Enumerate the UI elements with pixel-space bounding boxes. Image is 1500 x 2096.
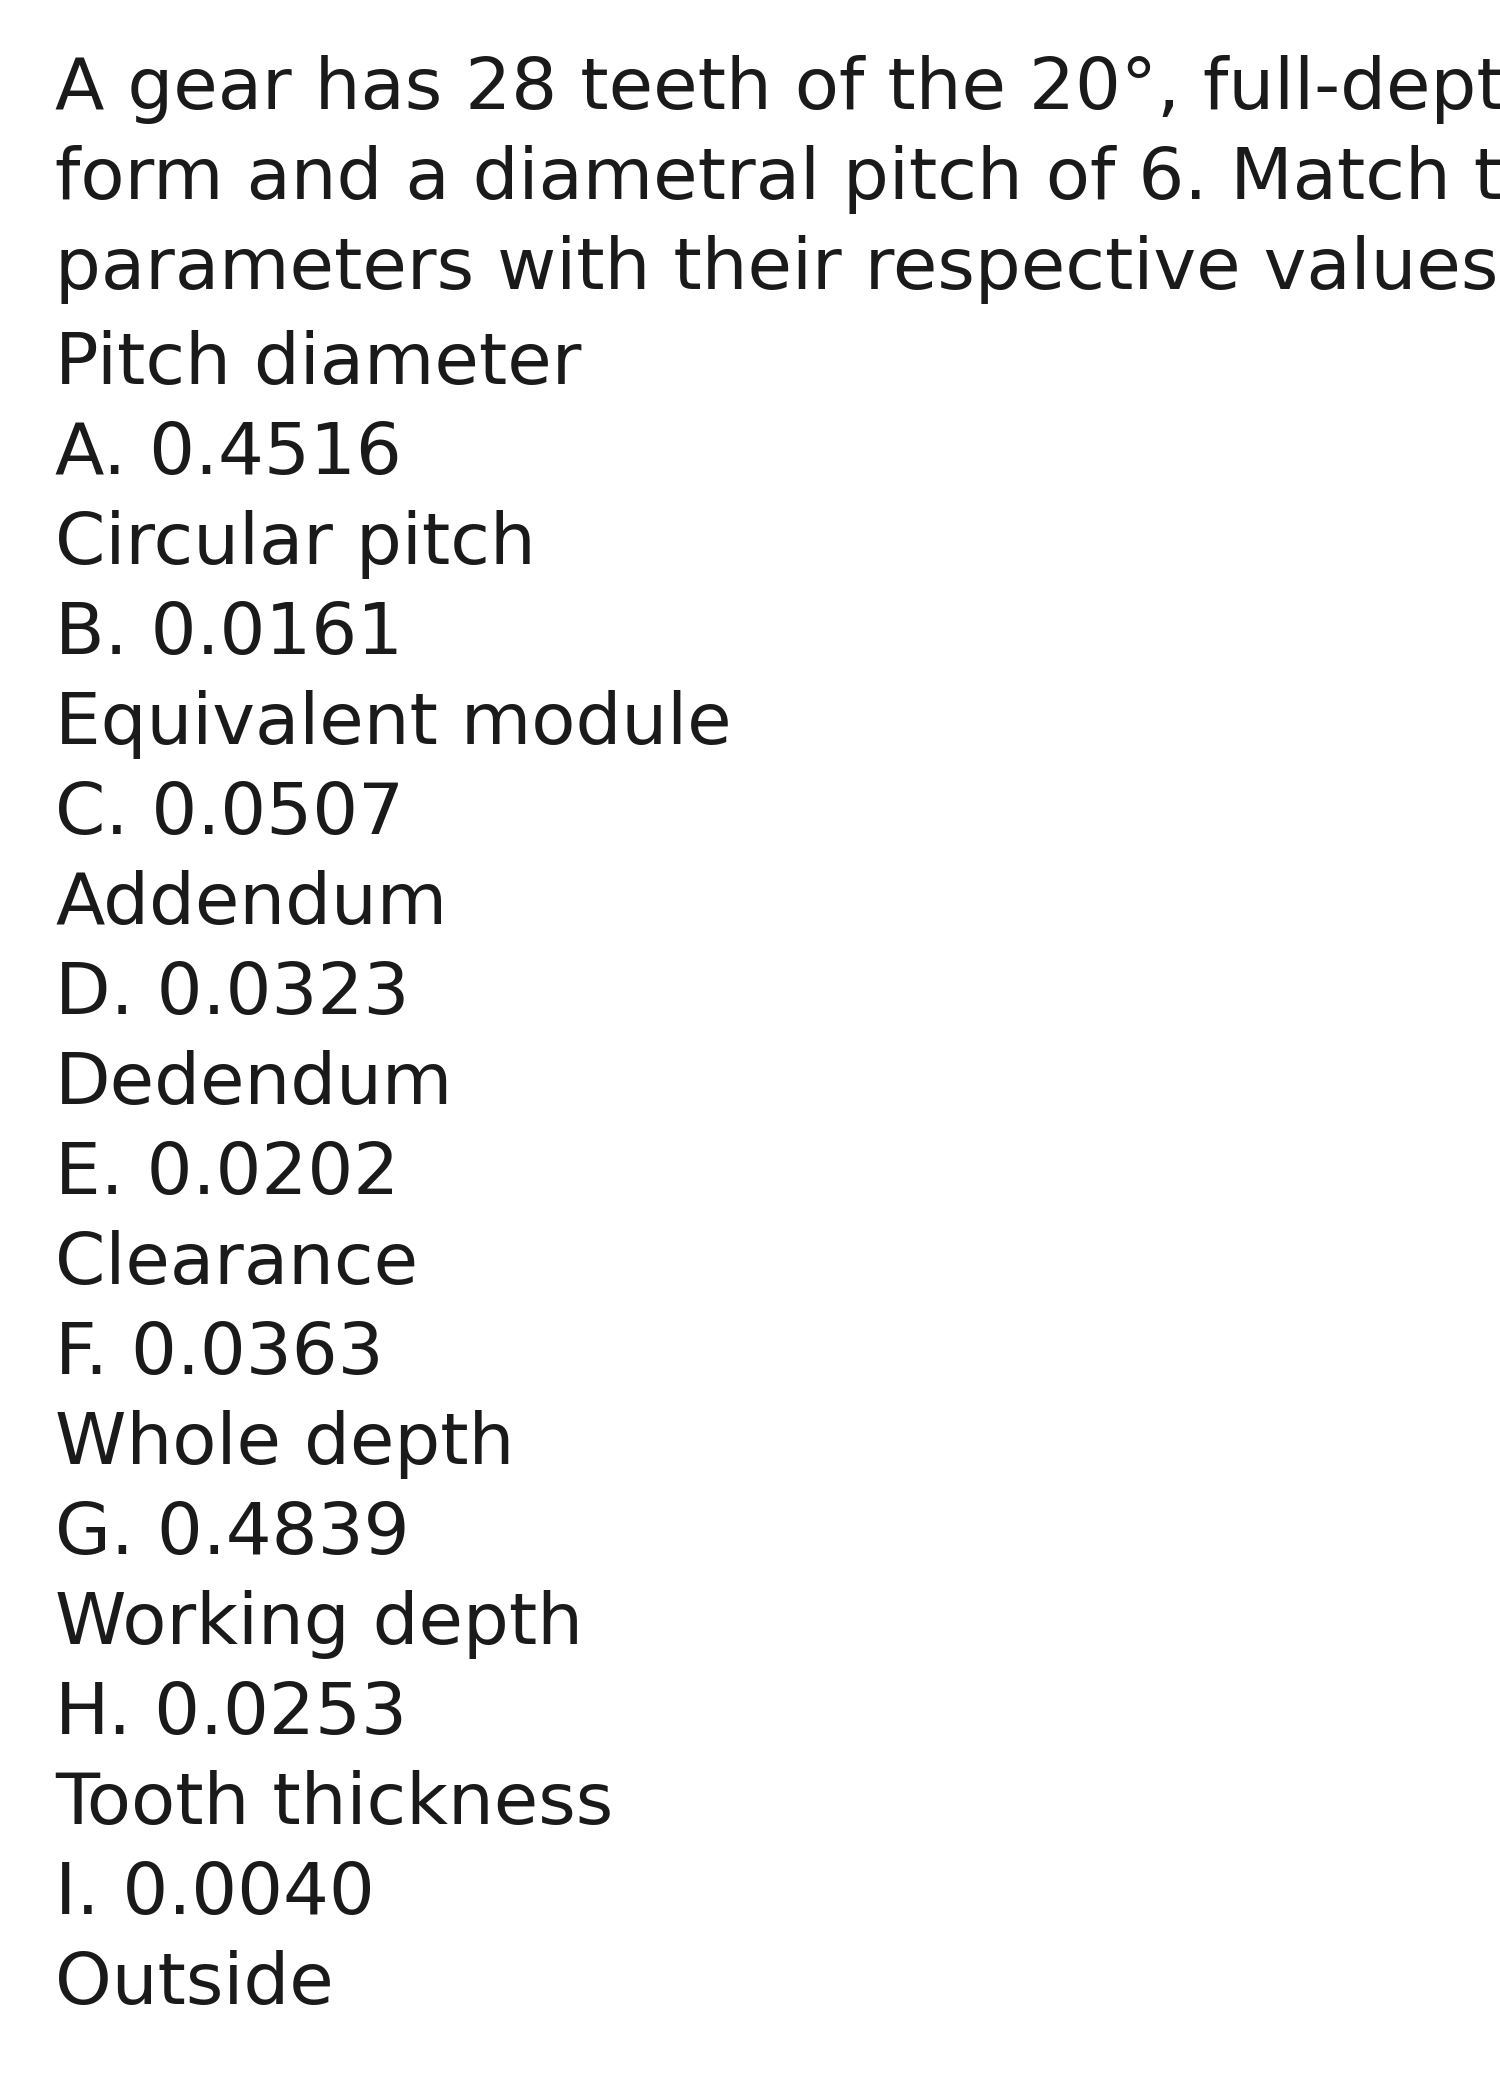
Text: E. 0.0202: E. 0.0202	[56, 1140, 399, 1209]
Text: H. 0.0253: H. 0.0253	[56, 1681, 406, 1748]
Text: Dedendum: Dedendum	[56, 1050, 453, 1119]
Text: Equivalent module: Equivalent module	[56, 690, 732, 759]
Text: Clearance: Clearance	[56, 1230, 419, 1300]
Text: Addendum: Addendum	[56, 870, 447, 939]
Text: G. 0.4839: G. 0.4839	[56, 1501, 410, 1570]
Text: D. 0.0323: D. 0.0323	[56, 960, 410, 1029]
Text: Working depth: Working depth	[56, 1591, 584, 1660]
Text: B. 0.0161: B. 0.0161	[56, 599, 404, 669]
Text: form and a diametral pitch of 6. Match the following: form and a diametral pitch of 6. Match t…	[56, 145, 1500, 214]
Text: I. 0.0040: I. 0.0040	[56, 1859, 375, 1928]
Text: C. 0.0507: C. 0.0507	[56, 780, 404, 849]
Text: F. 0.0363: F. 0.0363	[56, 1320, 384, 1390]
Text: A. 0.4516: A. 0.4516	[56, 419, 402, 488]
Text: Tooth thickness: Tooth thickness	[56, 1769, 614, 1838]
Text: parameters with their respective values:: parameters with their respective values:	[56, 235, 1500, 304]
Text: Whole depth: Whole depth	[56, 1411, 514, 1480]
Text: Pitch diameter: Pitch diameter	[56, 329, 582, 398]
Text: Circular pitch: Circular pitch	[56, 509, 536, 578]
Text: Outside: Outside	[56, 1949, 333, 2018]
Text: A gear has 28 teeth of the 20°, full-depth involute: A gear has 28 teeth of the 20°, full-dep…	[56, 54, 1500, 124]
